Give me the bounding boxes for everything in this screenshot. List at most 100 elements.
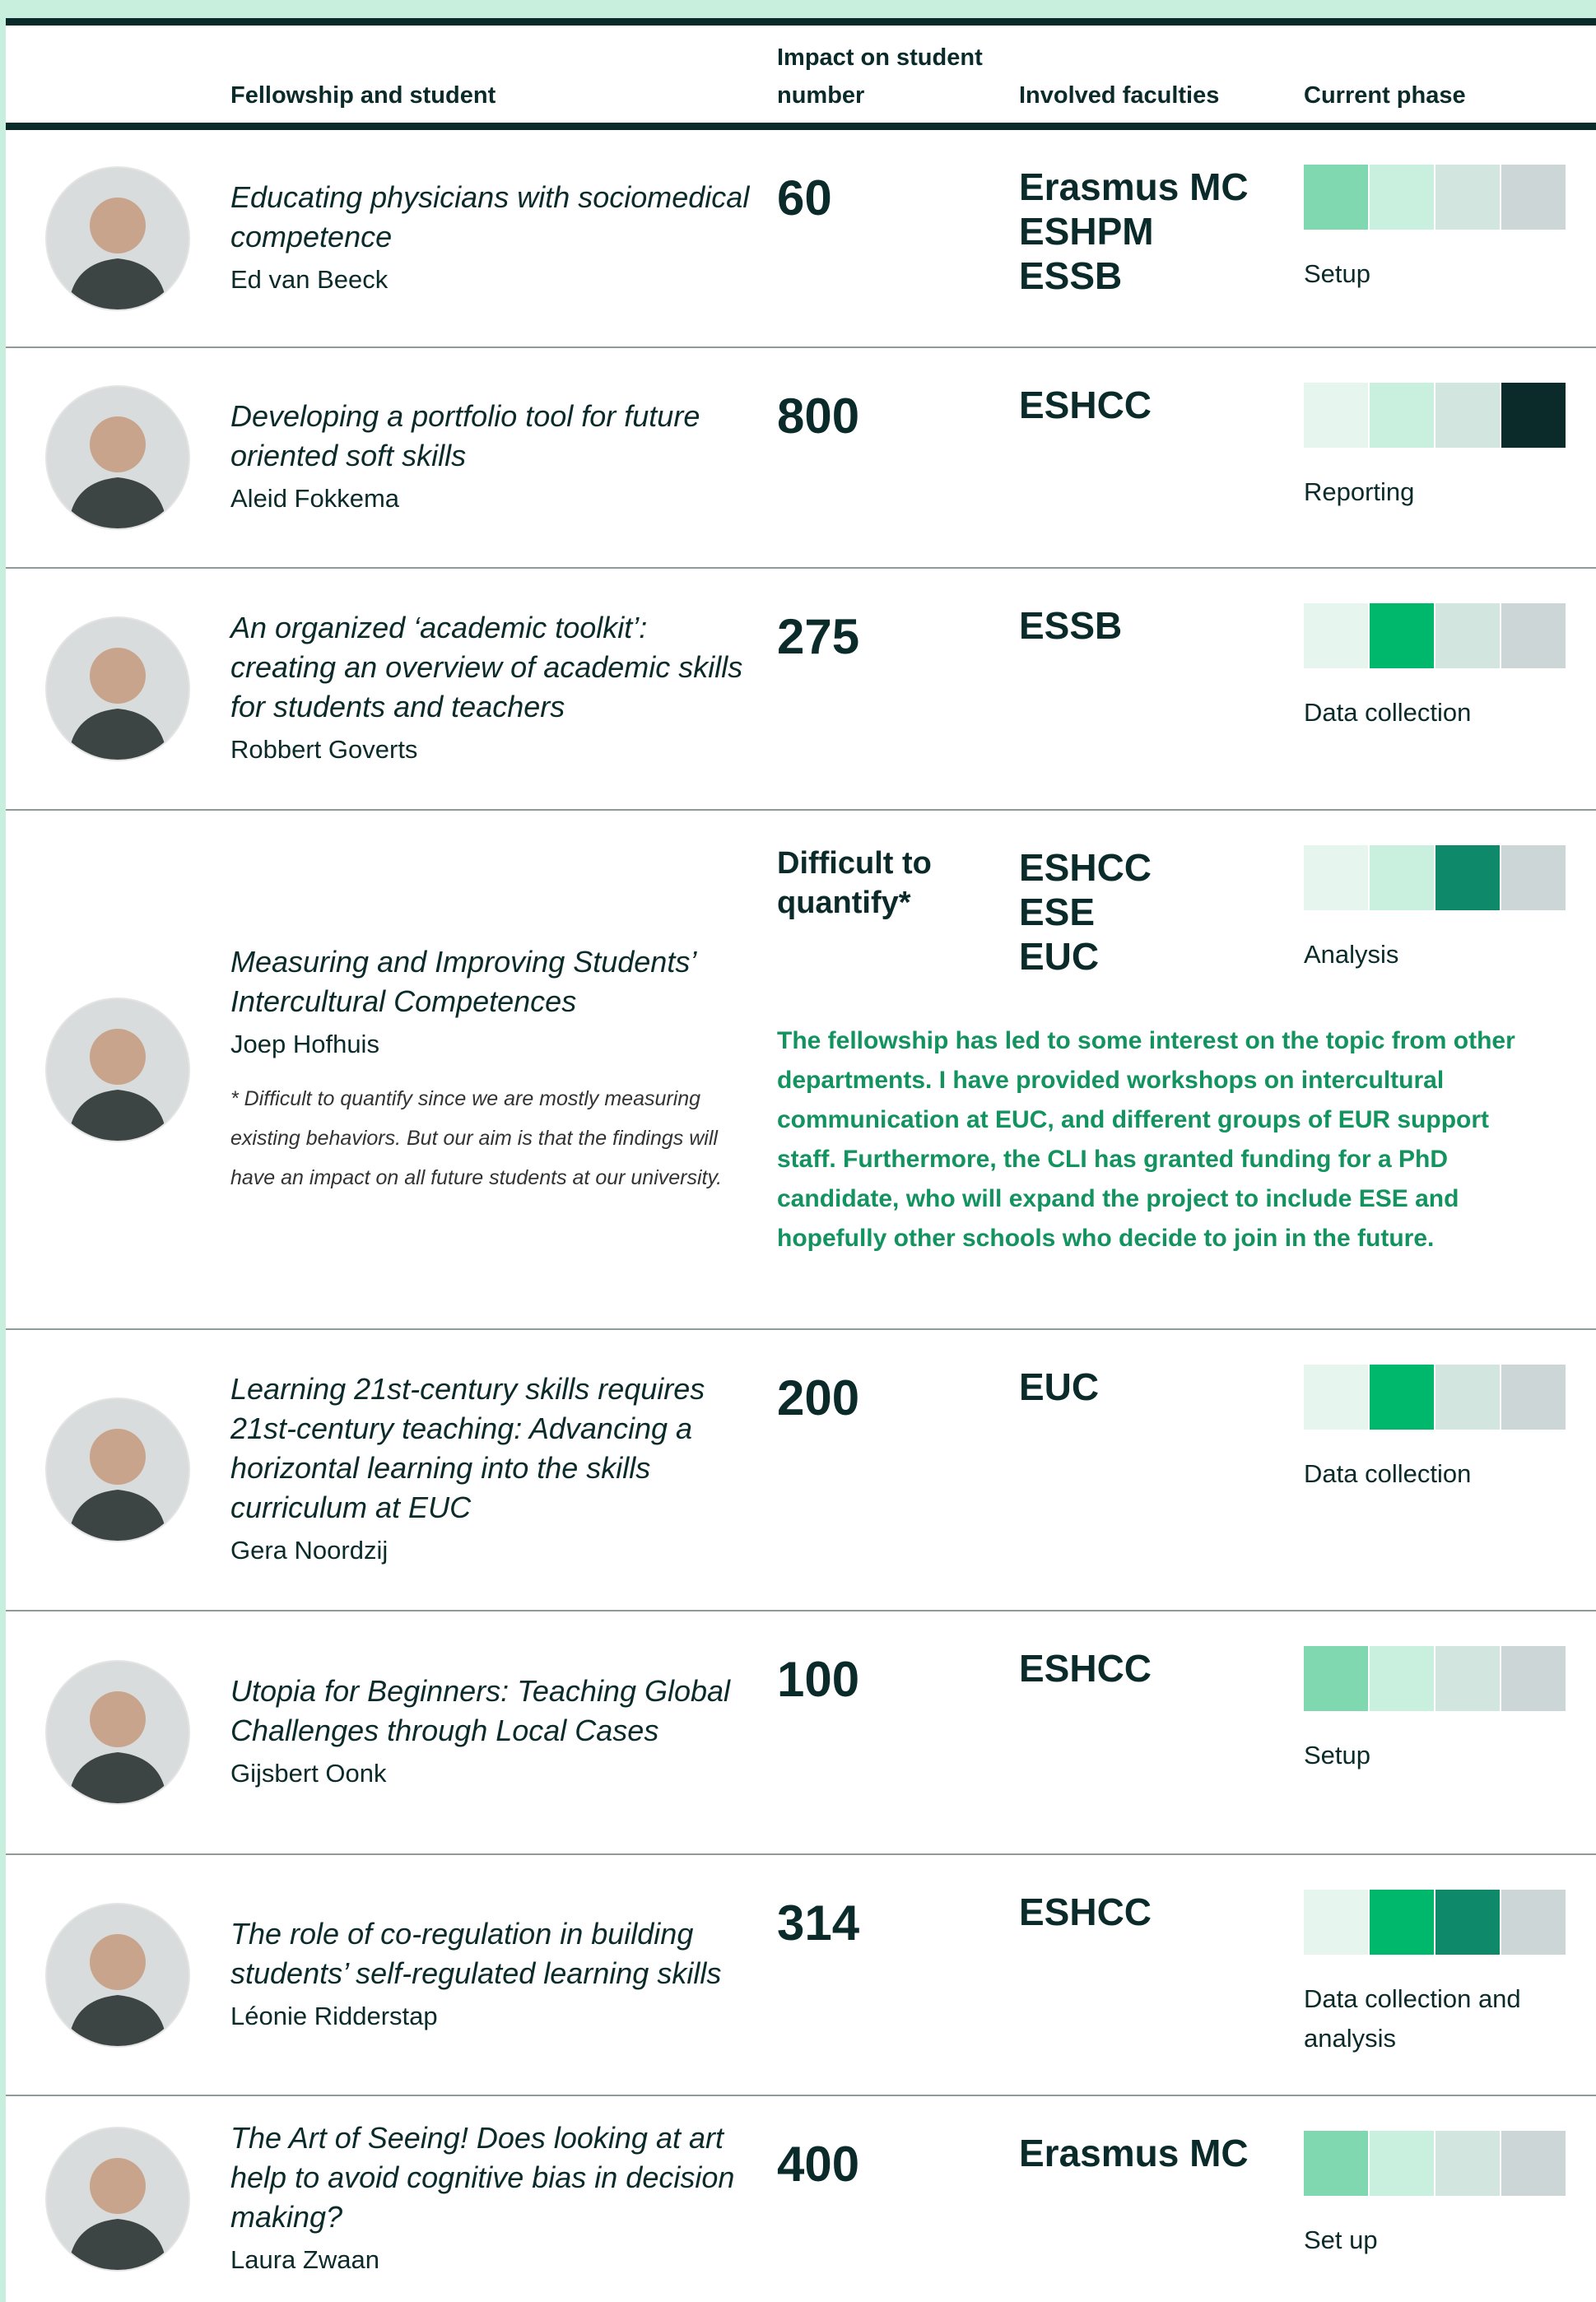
phase-block: [1501, 1890, 1566, 1955]
portrait: [45, 1397, 190, 1542]
fellowship-title: An organized ‘academic toolkit’: creatin…: [230, 611, 743, 723]
faculty: ESSB: [1019, 604, 1123, 647]
phase-block: [1304, 1890, 1368, 1955]
fellowship-title: Educating physicians with sociomedical c…: [230, 179, 750, 253]
phase-block: [1370, 1890, 1434, 1955]
faculties: ESHCC: [1019, 1646, 1299, 1690]
fellowship-cell: Utopia for Beginners: Teaching Global Ch…: [230, 1611, 757, 1853]
fellowship-title: The Art of Seeing! Does looking at art h…: [230, 2121, 735, 2234]
faculty: Erasmus MC: [1019, 165, 1249, 208]
fellowship-cell: The Art of Seeing! Does looking at art h…: [230, 2096, 757, 2302]
phase-block: [1435, 603, 1500, 668]
faculty: EUC: [1019, 935, 1100, 978]
faculties: ESHCC: [1019, 1890, 1299, 1934]
phase-block: [1435, 2131, 1500, 2196]
table-row: The Art of Seeing! Does looking at art h…: [6, 2095, 1596, 2302]
faculties: ESSB: [1019, 603, 1299, 648]
fellowship-cell: Educating physicians with sociomedical c…: [230, 130, 757, 346]
phase-cell: Data collection: [1304, 603, 1575, 732]
student-name: Robbert Goverts: [230, 735, 418, 764]
faculty: ESHPM: [1019, 210, 1154, 253]
faculty: ESHCC: [1019, 846, 1152, 889]
student-name: Gera Noordzij: [230, 1536, 389, 1565]
phase-label: Data collection and analysis: [1304, 1984, 1521, 2053]
fellowship-title: Developing a portfolio tool for future o…: [230, 399, 700, 472]
phase-indicator: [1304, 1890, 1575, 1955]
phase-cell: Data collection and analysis: [1304, 1890, 1575, 2058]
fellowship-cell: Learning 21st-century skills requires 21…: [230, 1330, 757, 1610]
impact: 275: [777, 609, 860, 664]
phase-indicator: [1304, 383, 1575, 448]
portrait: [45, 1902, 190, 2048]
table-row: Developing a portfolio tool for future o…: [6, 346, 1596, 567]
table-row: Utopia for Beginners: Teaching Global Ch…: [6, 1610, 1596, 1853]
phase-indicator: [1304, 165, 1575, 230]
comment: The fellowship has led to some interest …: [777, 1027, 1515, 1252]
phase-block: [1501, 2131, 1566, 2196]
phase-block: [1304, 845, 1368, 910]
phase-block: [1501, 165, 1566, 230]
impact: 400: [777, 2137, 860, 2192]
portrait: [45, 2127, 190, 2272]
impact: 800: [777, 388, 860, 444]
phase-block: [1304, 2131, 1368, 2196]
table-row: Measuring and Improving Students’ Interc…: [6, 809, 1596, 1328]
student-name: Léonie Ridderstap: [230, 2001, 438, 2030]
fellowship-cell: An organized ‘academic toolkit’: creatin…: [230, 569, 757, 809]
phase-block: [1435, 165, 1500, 230]
fellowship-title: Learning 21st-century skills requires 21…: [230, 1372, 705, 1524]
faculty: ESE: [1019, 891, 1096, 933]
phase-label: Set up: [1304, 2225, 1378, 2254]
faculty: Erasmus MC: [1019, 2132, 1249, 2174]
top-rule: [6, 18, 1596, 26]
phase-indicator: [1304, 1365, 1575, 1430]
phase-label: Setup: [1304, 1741, 1371, 1770]
phase-cell: Reporting: [1304, 383, 1575, 512]
phase-label: Data collection: [1304, 698, 1472, 727]
fellowship-title: The role of co-regulation in building st…: [230, 1916, 722, 1990]
impact: Difficult to quantify*: [777, 846, 932, 920]
portrait: [45, 385, 190, 530]
fellowship-cell: The role of co-regulation in building st…: [230, 1855, 757, 2095]
faculty: ESHCC: [1019, 1647, 1152, 1690]
fellowship-cell: Developing a portfolio tool for future o…: [230, 348, 757, 567]
fellowship-title: Utopia for Beginners: Teaching Global Ch…: [230, 1674, 731, 1747]
student-name: Gijsbert Oonk: [230, 1759, 387, 1788]
phase-block: [1304, 165, 1368, 230]
header-impact: Impact on student number: [777, 44, 983, 109]
phase-block: [1435, 1365, 1500, 1430]
phase-label: Reporting: [1304, 477, 1415, 506]
faculties: EUC: [1019, 1365, 1299, 1409]
header-faculties: Involved faculties: [1019, 82, 1220, 109]
phase-block: [1501, 603, 1566, 668]
side-stripe: [0, 0, 6, 2302]
table-row: The role of co-regulation in building st…: [6, 1853, 1596, 2095]
faculties: ESHCC ESE EUC: [1019, 845, 1299, 979]
impact: 200: [777, 1370, 860, 1425]
faculty: ESSB: [1019, 254, 1123, 297]
impact: 314: [777, 1895, 860, 1951]
phase-block: [1501, 845, 1566, 910]
portrait: [45, 1660, 190, 1805]
header-phase: Current phase: [1304, 82, 1466, 109]
faculties: ESHCC: [1019, 383, 1299, 427]
phase-cell: Setup: [1304, 1646, 1575, 1775]
fellowship-title: Measuring and Improving Students’ Interc…: [230, 944, 696, 1018]
phase-cell: Set up: [1304, 2131, 1575, 2260]
table-row: An organized ‘academic toolkit’: creatin…: [6, 567, 1596, 809]
phase-indicator: [1304, 603, 1575, 668]
student-name: Laura Zwaan: [230, 2245, 379, 2274]
fellowship-cell: Measuring and Improving Students’ Interc…: [230, 811, 757, 1328]
header-rule: [6, 123, 1596, 130]
faculties: Erasmus MC ESHPM ESSB: [1019, 165, 1299, 298]
student-name: Ed van Beeck: [230, 264, 389, 294]
faculties: Erasmus MC: [1019, 2131, 1299, 2175]
faculty: EUC: [1019, 1365, 1100, 1408]
phase-block: [1304, 1365, 1368, 1430]
phase-block: [1501, 1365, 1566, 1430]
phase-indicator: [1304, 2131, 1575, 2196]
portrait: [45, 165, 190, 311]
phase-indicator: [1304, 845, 1575, 910]
phase-cell: Data collection: [1304, 1365, 1575, 1494]
table-row: Learning 21st-century skills requires 21…: [6, 1328, 1596, 1610]
